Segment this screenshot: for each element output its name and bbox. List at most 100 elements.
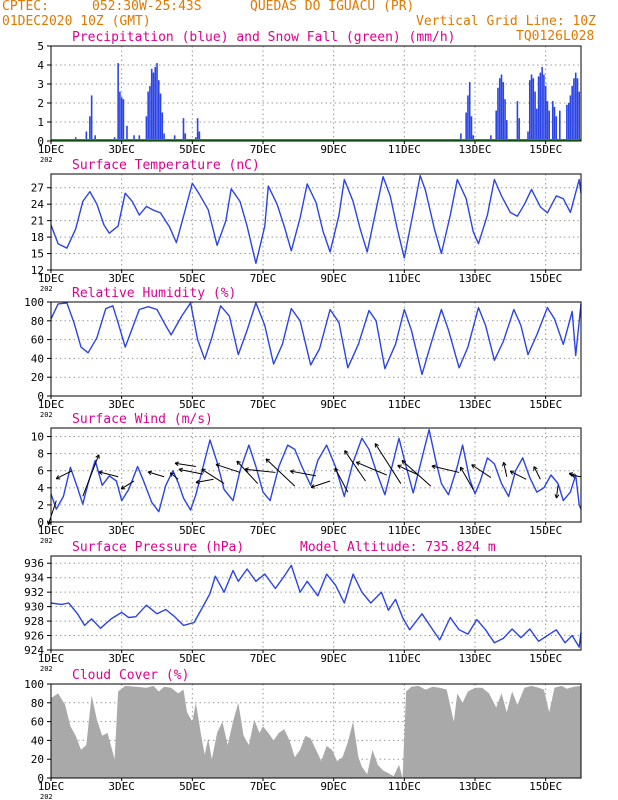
wind-arrow-shaft: [334, 467, 349, 493]
run-time-label: 01DEC2020 10Z (GMT): [2, 14, 151, 29]
precipitation-bar: [536, 108, 538, 141]
model-code-label: TQ0126L028: [516, 29, 595, 44]
x-tick-label: 13DEC: [458, 272, 491, 285]
wind-arrow-shaft: [47, 500, 57, 525]
y-tick-label: 0: [37, 516, 44, 529]
wind-arrow-head: [174, 461, 179, 467]
x-tick-label: 11DEC: [388, 652, 421, 665]
precipitation-bar: [159, 93, 162, 141]
precipitation-bar: [119, 91, 121, 141]
year-label: 202: [40, 665, 53, 673]
wind-arrow: [431, 464, 460, 473]
precipitation-bar: [573, 78, 575, 141]
precipitation-bar: [460, 133, 462, 141]
wind-arrow-shaft: [471, 464, 492, 478]
wind-arrow: [397, 464, 419, 476]
y-tick-label: 928: [24, 615, 44, 628]
precipitation-bar: [539, 72, 542, 141]
wind-arrow-head: [334, 467, 339, 473]
cloud-panel: [47, 683, 582, 781]
wind-arrow: [471, 464, 492, 478]
precipitation-bar: [578, 91, 581, 141]
wind-arrow-head: [344, 450, 349, 455]
precipitation-bar: [506, 120, 508, 141]
precipitation-bar: [567, 103, 570, 141]
y-tick-label: 60: [31, 716, 44, 729]
x-tick-label: 1DEC: [38, 652, 65, 665]
y-tick-label: 0: [37, 772, 44, 785]
chart-header: CPTEC: 052:30W-25:43S QUEDAS DO IGUACU (…: [0, 0, 618, 46]
location-label: QUEDAS DO IGUACU (PR): [250, 0, 415, 14]
precipitation-bar: [546, 101, 549, 141]
precipitation-bar: [569, 95, 572, 141]
precipitation-bar: [149, 85, 151, 141]
wind-arrow: [459, 466, 474, 490]
wind-arrow-head: [55, 475, 61, 480]
x-tick-label: 7DEC: [250, 524, 277, 537]
wind-arrow-shaft: [555, 485, 559, 499]
x-tick-label: 9DEC: [320, 143, 347, 156]
wind-arrow: [195, 478, 214, 485]
wind-arrow: [244, 467, 276, 473]
y-tick-label: 100: [24, 296, 44, 309]
y-tick-label: 0: [37, 390, 44, 403]
precipitation-bar: [543, 74, 545, 141]
wind-arrow: [178, 467, 204, 475]
temperature-title: Surface Temperature (nC): [72, 158, 260, 173]
wind-arrow-shaft: [459, 466, 474, 490]
wind-series-line: [50, 429, 582, 513]
humidity-title: Relative Humidity (%): [72, 286, 236, 301]
humidity-frame: [50, 301, 582, 397]
wind-arrow-shaft: [55, 470, 73, 480]
pressure-annotation: Model Altitude: 735.824 m: [300, 540, 496, 555]
x-tick-label: 9DEC: [320, 398, 347, 411]
x-tick-label: 5DEC: [179, 398, 206, 411]
x-tick-label: 3DEC: [108, 524, 135, 537]
precipitation-bar: [497, 87, 499, 141]
precipitation-bar: [122, 99, 125, 141]
wind-arrow-head: [265, 458, 271, 463]
wind-arrow-shaft: [236, 460, 259, 484]
wind-panel: [47, 427, 582, 525]
x-tick-label: 1DEC: [38, 780, 65, 793]
precipitation-bar: [184, 133, 187, 141]
wind-arrow-head: [554, 494, 560, 499]
y-tick-label: 24: [31, 198, 45, 211]
precipitation-bar: [527, 131, 529, 141]
precipitation-bar: [528, 80, 531, 141]
x-tick-label: 15DEC: [529, 780, 562, 793]
precipitation-bar: [537, 76, 540, 141]
precipitation-bar: [574, 72, 577, 141]
wind-arrow-head: [98, 470, 103, 475]
precipitation-bar: [154, 66, 157, 141]
x-tick-label: 1DEC: [38, 272, 65, 285]
wind-arrow-shaft: [344, 450, 366, 482]
wind-arrow: [174, 461, 196, 467]
x-tick-label: 11DEC: [388, 272, 421, 285]
precipitation-bar: [465, 112, 467, 141]
y-tick-label: 936: [24, 557, 44, 570]
wind-arrow: [355, 461, 387, 476]
x-tick-label: 13DEC: [458, 398, 491, 411]
y-tick-label: 0: [37, 135, 44, 148]
precipitation-bar: [90, 95, 93, 141]
y-tick-label: 80: [31, 315, 44, 328]
y-tick-label: 934: [24, 572, 44, 585]
precipitation-bar: [500, 74, 503, 141]
x-tick-label: 5DEC: [179, 780, 206, 793]
wind-arrow-shaft: [397, 464, 419, 476]
x-tick-label: 3DEC: [108, 780, 135, 793]
y-tick-label: 20: [31, 753, 44, 766]
y-tick-label: 15: [31, 248, 44, 261]
x-tick-label: 11DEC: [388, 143, 421, 156]
x-tick-label: 3DEC: [108, 652, 135, 665]
precipitation-bar: [138, 135, 141, 141]
precip-frame: [50, 45, 582, 142]
wind-arrow-head: [397, 464, 402, 469]
year-label: 202: [40, 411, 53, 419]
precipitation-bar: [198, 131, 201, 141]
wind-arrow: [120, 480, 135, 490]
precipitation-bar: [559, 110, 561, 141]
y-tick-label: 12: [31, 264, 44, 277]
